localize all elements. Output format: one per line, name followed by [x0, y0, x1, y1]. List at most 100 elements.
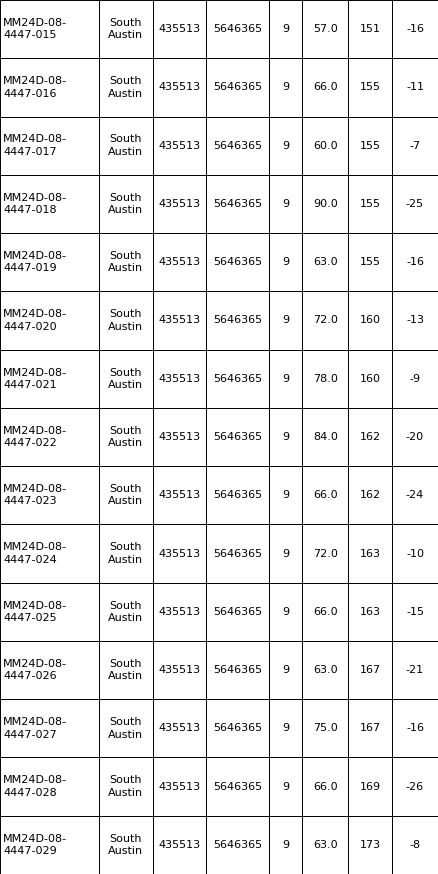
- Text: -10: -10: [406, 549, 424, 558]
- Text: 162: 162: [360, 490, 381, 500]
- Bar: [0, 815, 99, 874]
- Text: -25: -25: [406, 199, 424, 209]
- Text: MM24D-08-
4447-023: MM24D-08- 4447-023: [3, 484, 67, 506]
- Text: 5646365: 5646365: [213, 82, 262, 93]
- Bar: [206, 641, 269, 699]
- Bar: [302, 466, 348, 524]
- Text: MM24D-08-
4447-016: MM24D-08- 4447-016: [3, 76, 67, 99]
- Text: 151: 151: [360, 24, 381, 34]
- Text: South
Austin: South Austin: [108, 193, 144, 215]
- Text: South
Austin: South Austin: [108, 543, 144, 565]
- Bar: [153, 59, 206, 116]
- Text: MM24D-08-
4447-021: MM24D-08- 4447-021: [3, 368, 67, 390]
- Text: 5646365: 5646365: [213, 141, 262, 150]
- Text: 9: 9: [282, 24, 290, 34]
- Text: 435513: 435513: [159, 141, 201, 150]
- Text: South
Austin: South Austin: [108, 251, 144, 274]
- Bar: [302, 291, 348, 350]
- Bar: [348, 59, 392, 116]
- Bar: [153, 291, 206, 350]
- Bar: [269, 524, 302, 583]
- Text: 63.0: 63.0: [313, 257, 338, 267]
- Bar: [348, 0, 392, 59]
- Text: 5646365: 5646365: [213, 316, 262, 325]
- Text: 435513: 435513: [159, 665, 201, 675]
- Text: MM24D-08-
4447-017: MM24D-08- 4447-017: [3, 135, 67, 156]
- Text: South
Austin: South Austin: [108, 426, 144, 448]
- Text: 72.0: 72.0: [313, 549, 338, 558]
- Text: 162: 162: [360, 432, 381, 442]
- Text: 90.0: 90.0: [313, 199, 338, 209]
- Text: 435513: 435513: [159, 490, 201, 500]
- Bar: [0, 466, 99, 524]
- Text: 169: 169: [360, 781, 381, 792]
- Text: 155: 155: [360, 199, 381, 209]
- Bar: [153, 758, 206, 815]
- Text: MM24D-08-
4447-020: MM24D-08- 4447-020: [3, 309, 67, 331]
- Bar: [392, 291, 438, 350]
- Bar: [392, 0, 438, 59]
- Bar: [0, 583, 99, 641]
- Bar: [269, 59, 302, 116]
- Text: 435513: 435513: [159, 257, 201, 267]
- Bar: [99, 0, 153, 59]
- Bar: [392, 641, 438, 699]
- Text: 167: 167: [360, 665, 381, 675]
- Bar: [0, 641, 99, 699]
- Text: 5646365: 5646365: [213, 257, 262, 267]
- Bar: [269, 641, 302, 699]
- Text: -16: -16: [406, 257, 424, 267]
- Text: -15: -15: [406, 607, 424, 617]
- Bar: [269, 758, 302, 815]
- Text: South
Austin: South Austin: [108, 484, 144, 506]
- Text: MM24D-08-
4447-015: MM24D-08- 4447-015: [3, 18, 67, 40]
- Bar: [99, 291, 153, 350]
- Text: MM24D-08-
4447-025: MM24D-08- 4447-025: [3, 600, 67, 623]
- Bar: [302, 175, 348, 233]
- Text: South
Austin: South Austin: [108, 600, 144, 623]
- Text: South
Austin: South Austin: [108, 775, 144, 798]
- Text: 9: 9: [282, 665, 290, 675]
- Text: 5646365: 5646365: [213, 374, 262, 384]
- Text: 66.0: 66.0: [313, 490, 338, 500]
- Text: -13: -13: [406, 316, 424, 325]
- Bar: [348, 175, 392, 233]
- Bar: [348, 350, 392, 408]
- Bar: [269, 350, 302, 408]
- Text: MM24D-08-
4447-027: MM24D-08- 4447-027: [3, 718, 67, 739]
- Text: 5646365: 5646365: [213, 549, 262, 558]
- Text: -9: -9: [410, 374, 420, 384]
- Bar: [153, 350, 206, 408]
- Text: 160: 160: [360, 316, 381, 325]
- Text: MM24D-08-
4447-028: MM24D-08- 4447-028: [3, 775, 67, 798]
- Bar: [392, 524, 438, 583]
- Text: 9: 9: [282, 432, 290, 442]
- Bar: [392, 350, 438, 408]
- Text: 5646365: 5646365: [213, 665, 262, 675]
- Text: 5646365: 5646365: [213, 781, 262, 792]
- Text: South
Austin: South Austin: [108, 718, 144, 739]
- Bar: [348, 466, 392, 524]
- Text: 435513: 435513: [159, 781, 201, 792]
- Bar: [302, 59, 348, 116]
- Text: 63.0: 63.0: [313, 665, 338, 675]
- Bar: [153, 583, 206, 641]
- Bar: [0, 350, 99, 408]
- Text: 435513: 435513: [159, 199, 201, 209]
- Bar: [99, 116, 153, 175]
- Text: 9: 9: [282, 257, 290, 267]
- Bar: [153, 641, 206, 699]
- Bar: [206, 59, 269, 116]
- Text: 163: 163: [360, 549, 381, 558]
- Bar: [269, 175, 302, 233]
- Text: 60.0: 60.0: [313, 141, 338, 150]
- Bar: [206, 233, 269, 291]
- Text: -21: -21: [406, 665, 424, 675]
- Bar: [206, 583, 269, 641]
- Bar: [99, 408, 153, 466]
- Bar: [99, 699, 153, 758]
- Bar: [99, 641, 153, 699]
- Text: 9: 9: [282, 549, 290, 558]
- Text: -11: -11: [406, 82, 424, 93]
- Text: 9: 9: [282, 781, 290, 792]
